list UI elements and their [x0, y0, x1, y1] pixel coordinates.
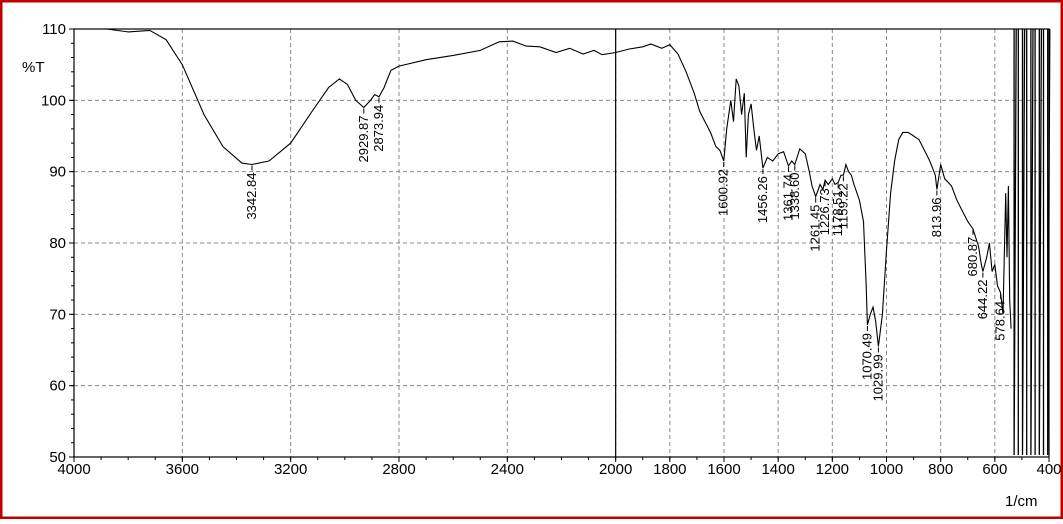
peak-label: 1029.99 [870, 354, 885, 401]
x-tick-label: 1600 [707, 461, 740, 478]
peak-label: 2929.87 [356, 115, 371, 162]
y-tick-label: 80 [49, 235, 66, 252]
peak-label: 680.87 [965, 237, 980, 277]
x-tick-label: 2400 [491, 461, 524, 478]
peak-label: 1600.92 [716, 169, 731, 216]
peak-label: 1261.45 [808, 205, 823, 252]
peak-label: 1070.49 [859, 333, 874, 380]
x-tick-label: 1000 [870, 461, 903, 478]
peak-label: 1226.73 [817, 188, 832, 235]
y-tick-label: 70 [49, 306, 66, 323]
x-tick-label: 2000 [599, 461, 632, 478]
peak-label: 1338.60 [787, 173, 802, 220]
peak-label: 813.96 [929, 198, 944, 238]
peak-label: 2873.94 [371, 105, 386, 152]
x-tick-label: 3200 [274, 461, 307, 478]
y-tick-label: 100 [41, 92, 66, 109]
noise-region-lines [1013, 28, 1051, 456]
y-tick-label: 90 [49, 164, 66, 181]
tick-layer: 4000 3600 3200 2800 2400 2000 1800 1600 1400 1200… [41, 21, 1062, 478]
x-tick-label: 800 [928, 461, 953, 478]
x-tick-label: 1200 [816, 461, 849, 478]
grid-layer [74, 29, 1049, 457]
peak-label: 644.22 [975, 280, 990, 320]
peak-label: 578.64 [993, 301, 1008, 341]
spectrum-line [106, 28, 1012, 347]
peak-label: 1178.51 [830, 190, 845, 236]
y-axis-label: %T [22, 59, 45, 76]
x-tick-label: 2800 [382, 461, 415, 478]
peak-label: 1456.26 [755, 176, 770, 223]
annotation-layer: 3342.84 2929.87 2873.94 1600.92 1456.26 1361.… [244, 97, 1008, 401]
peak-label: 1361.74 [781, 174, 796, 221]
peak-label: 3342.84 [244, 173, 259, 220]
noise-layer [1013, 28, 1051, 456]
y-tick-label: 60 [49, 378, 66, 395]
y-tick-label: 50 [49, 449, 66, 466]
x-tick-label: 1400 [761, 461, 794, 478]
x-tick-label: 4000 [57, 461, 90, 478]
x-tick-label: 600 [982, 461, 1007, 478]
x-tick-label: 400 [1036, 461, 1061, 478]
x-tick-label: 3600 [166, 461, 199, 478]
x-tick-label: 1800 [653, 461, 686, 478]
y-tick-label: 110 [42, 21, 66, 38]
peak-label: 1159.22 [835, 183, 850, 229]
x-axis-label: 1/cm [1005, 493, 1038, 510]
